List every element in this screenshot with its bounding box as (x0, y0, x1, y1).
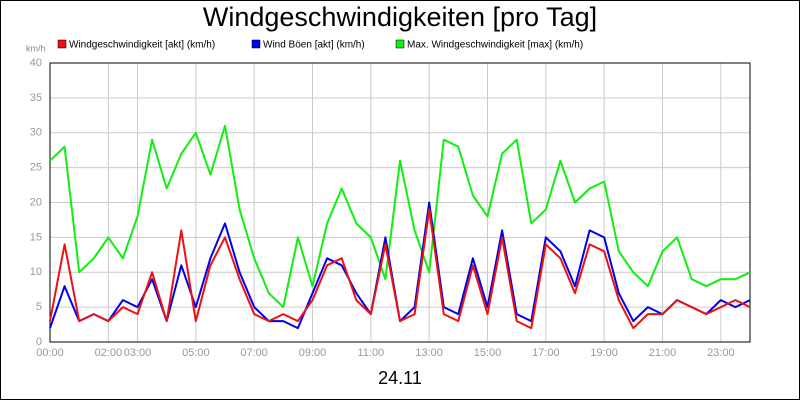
x-tick-label: 07:00 (240, 347, 268, 359)
plot-frame (49, 62, 751, 343)
legend-swatch (395, 39, 405, 49)
chart-title: Windgeschwindigkeiten [pro Tag] (203, 2, 597, 32)
x-tick-label: 00:00 (36, 347, 64, 359)
legend-swatch (57, 39, 67, 49)
legend-label: Windgeschwindigkeit [akt] (km/h) (69, 40, 215, 51)
x-tick-label: 17:00 (532, 347, 560, 359)
y-tick-label: 0 (36, 336, 42, 348)
x-tick-label: 23:00 (707, 347, 735, 359)
y-tick-label: 30 (30, 127, 42, 139)
x-tick-label: 03:00 (124, 347, 152, 359)
legend-swatch (251, 39, 261, 49)
y-tick-label: 15 (30, 231, 42, 243)
y-unit: km/h (26, 43, 46, 53)
x-tick-label: 15:00 (474, 347, 502, 359)
y-tick-label: 25 (30, 162, 42, 174)
y-tick-label: 10 (30, 266, 42, 278)
y-tick-label: 5 (36, 301, 42, 313)
x-tick-label: 19:00 (590, 347, 618, 359)
legend-label: Max. Windgeschwindigkeit [max] (km/h) (407, 40, 583, 51)
series-line (49, 124, 751, 309)
x-tick-label: 21:00 (649, 347, 677, 359)
series-line (49, 208, 751, 330)
legend-label: Wind Böen [akt] (km/h) (263, 40, 365, 51)
y-tick-label: 20 (30, 196, 42, 208)
y-tick-label: 35 (30, 92, 42, 104)
y-tick-label: 40 (30, 57, 42, 69)
x-tick-label: 11:00 (357, 347, 384, 359)
x-tick-label: 05:00 (182, 347, 210, 359)
x-label: 24.11 (378, 368, 422, 388)
x-tick-label: 09:00 (299, 347, 327, 359)
x-tick-label: 02:00 (95, 347, 123, 359)
x-tick-label: 13:00 (415, 347, 443, 359)
